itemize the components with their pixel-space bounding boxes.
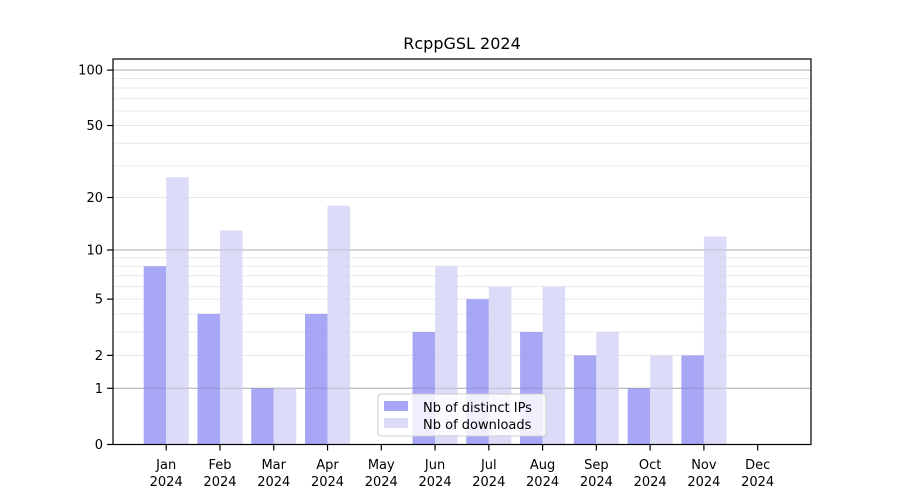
y-tick-label: 50 xyxy=(86,119,103,134)
x-tick-label-year: 2024 xyxy=(365,475,398,490)
bar-distinct-ips-Oct xyxy=(627,388,651,445)
x-tick-label-year: 2024 xyxy=(150,475,183,490)
x-tick-label-year: 2024 xyxy=(311,475,344,490)
x-tick-label-month: Sep xyxy=(584,458,609,473)
x-tick-label-year: 2024 xyxy=(741,475,774,490)
x-tick-label-year: 2024 xyxy=(526,475,559,490)
x-tick-label-month: Mar xyxy=(261,458,286,473)
bar-downloads-Feb xyxy=(219,230,243,445)
chart-title: RcppGSL 2024 xyxy=(403,34,521,53)
legend-label-distinct-ips: Nb of distinct IPs xyxy=(423,401,532,416)
x-tick-label-year: 2024 xyxy=(419,475,452,490)
x-tick-label-month: Oct xyxy=(639,458,661,473)
x-tick-label-month: Feb xyxy=(208,458,231,473)
bar-downloads-Mar xyxy=(273,388,297,445)
x-tick-label-month: Dec xyxy=(745,458,770,473)
x-tick-label-month: Jun xyxy=(424,458,445,473)
bar-downloads-Apr xyxy=(327,205,351,445)
legend-swatch-distinct-ips xyxy=(384,401,408,411)
bar-downloads-Nov xyxy=(703,236,727,445)
x-tick-label-month: Aug xyxy=(530,458,555,473)
x-tick-label-year: 2024 xyxy=(257,475,290,490)
x-tick-label-month: Apr xyxy=(316,458,339,473)
x-tick-label-month: Jul xyxy=(480,458,497,473)
y-tick-label: 1 xyxy=(95,382,103,397)
plot-frame xyxy=(112,58,812,446)
y-tick-label: 100 xyxy=(78,64,103,79)
bar-distinct-ips-Jan xyxy=(143,266,167,445)
y-tick-label: 5 xyxy=(95,293,103,308)
bar-distinct-ips-Apr xyxy=(305,313,328,445)
bar-downloads-Sep xyxy=(596,332,619,445)
plot-layer: 0 1 2 5 10 20 50 100 Jan 2024 Feb 2024 Mar 2024 Apr 202… xyxy=(78,58,812,490)
legend-label-downloads: Nb of downloads xyxy=(423,418,532,433)
x-tick-label-year: 2024 xyxy=(634,475,667,490)
legend: Nb of distinct IPs Nb of downloads xyxy=(377,393,547,437)
x-tick-label-month: May xyxy=(368,458,395,473)
legend-box xyxy=(377,393,547,437)
bar-distinct-ips-Nov xyxy=(681,355,704,445)
x-tick-label-month: Nov xyxy=(691,458,717,473)
bar-downloads-Aug xyxy=(542,286,566,445)
y-tick-label: 20 xyxy=(86,191,103,206)
bar-downloads-Jan xyxy=(166,177,189,445)
bar-distinct-ips-Sep xyxy=(573,355,597,445)
y-tick-label: 2 xyxy=(95,349,103,364)
x-tick-label-year: 2024 xyxy=(580,475,613,490)
bar-distinct-ips-Mar xyxy=(251,388,274,445)
x-tick-label-year: 2024 xyxy=(203,475,236,490)
bar-distinct-ips-Feb xyxy=(197,313,220,445)
y-tick-label: 0 xyxy=(95,438,103,453)
x-tick-label-year: 2024 xyxy=(472,475,505,490)
x-tick-label-month: Jan xyxy=(155,458,176,473)
y-tick-label: 10 xyxy=(86,243,103,258)
legend-swatch-downloads xyxy=(384,418,408,428)
x-tick-label-year: 2024 xyxy=(687,475,720,490)
bar-downloads-Oct xyxy=(650,355,673,445)
